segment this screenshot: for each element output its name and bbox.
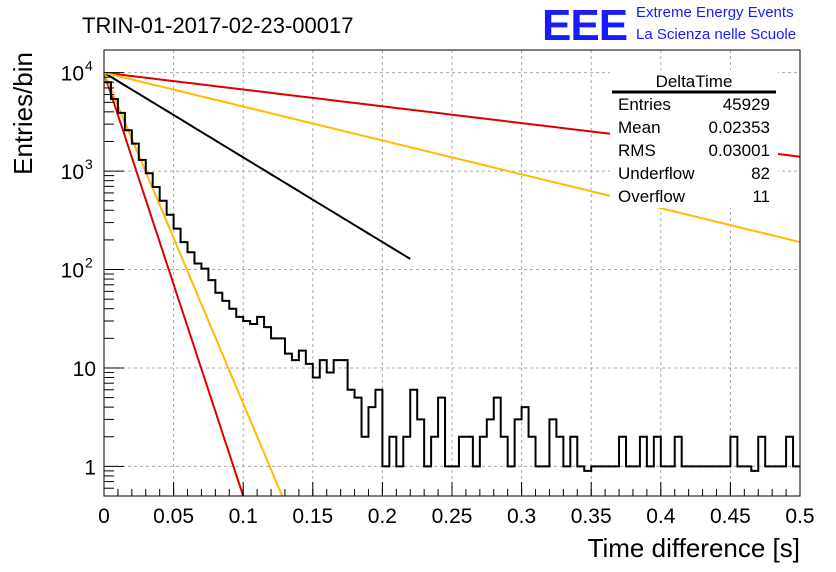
y-tick-label: 10: [61, 63, 84, 86]
stats-label-underflow: Underflow: [618, 164, 695, 183]
eee-logo-line1: Extreme Energy Events: [636, 4, 794, 21]
y-tick-exponent: 4: [85, 58, 93, 74]
stats-value-overflow: 11: [752, 187, 770, 206]
y-tick-exponent: 2: [85, 255, 93, 271]
histogram-outline: [104, 81, 800, 472]
x-tick-label: 0.1: [229, 505, 258, 528]
stats-value-entries: 45929: [723, 95, 770, 114]
y-tick-label: 10: [61, 260, 84, 283]
axis-ticks: 0 0.05 0.1 0.15 0.2 0.25 0.3 0.35 0.4 0.45 0.510 41…: [61, 58, 815, 528]
stats-label-entries: Entries: [618, 95, 671, 114]
eee-logo: EEE Extreme Energy Events La Scienza nel…: [542, 1, 796, 50]
fit-curve-2: [103, 71, 801, 244]
stats-value-underflow: 82: [751, 164, 770, 183]
histogram: [104, 81, 800, 472]
x-tick-label: 0.25: [432, 505, 473, 528]
x-tick-label: 0: [98, 505, 110, 528]
x-tick-label: 0.15: [292, 505, 333, 528]
stats-label-overflow: Overflow: [618, 187, 686, 206]
stats-value-mean: 0.02353: [709, 118, 770, 137]
x-tick-label: 0.45: [710, 505, 751, 528]
y-tick-exponent: 3: [85, 156, 93, 172]
x-tick-label: 0.05: [153, 505, 194, 528]
x-tick-label: 0.2: [368, 505, 397, 528]
x-tick-label: 0.3: [507, 505, 536, 528]
eee-logo-mark: EEE: [542, 1, 627, 50]
stats-label-mean: Mean: [618, 118, 661, 137]
eee-logo-line2: La Scienza nelle Scuole: [636, 26, 796, 43]
fit-curve-0: [103, 71, 411, 260]
fit-curve-3: [103, 72, 245, 497]
x-tick-label: 0.35: [571, 505, 612, 528]
x-tick-label: 0.4: [646, 505, 676, 528]
y-tick-label: 10: [61, 161, 84, 184]
x-axis-label: Time difference [s]: [588, 533, 800, 563]
y-axis-label: Entries/bin: [8, 52, 38, 175]
x-tick-label: 0.5: [785, 505, 814, 528]
stats-title: DeltaTime: [656, 72, 733, 91]
y-tick-label: 10: [73, 358, 96, 381]
y-tick-label: 1: [84, 456, 96, 479]
stats-label-rms: RMS: [618, 141, 656, 160]
stats-value-rms: 0.03001: [709, 141, 770, 160]
chart-title: TRIN-01-2017-02-23-00017: [82, 13, 354, 38]
stats-box: DeltaTime Entries 45929 Mean 0.02353 RMS…: [610, 70, 778, 208]
